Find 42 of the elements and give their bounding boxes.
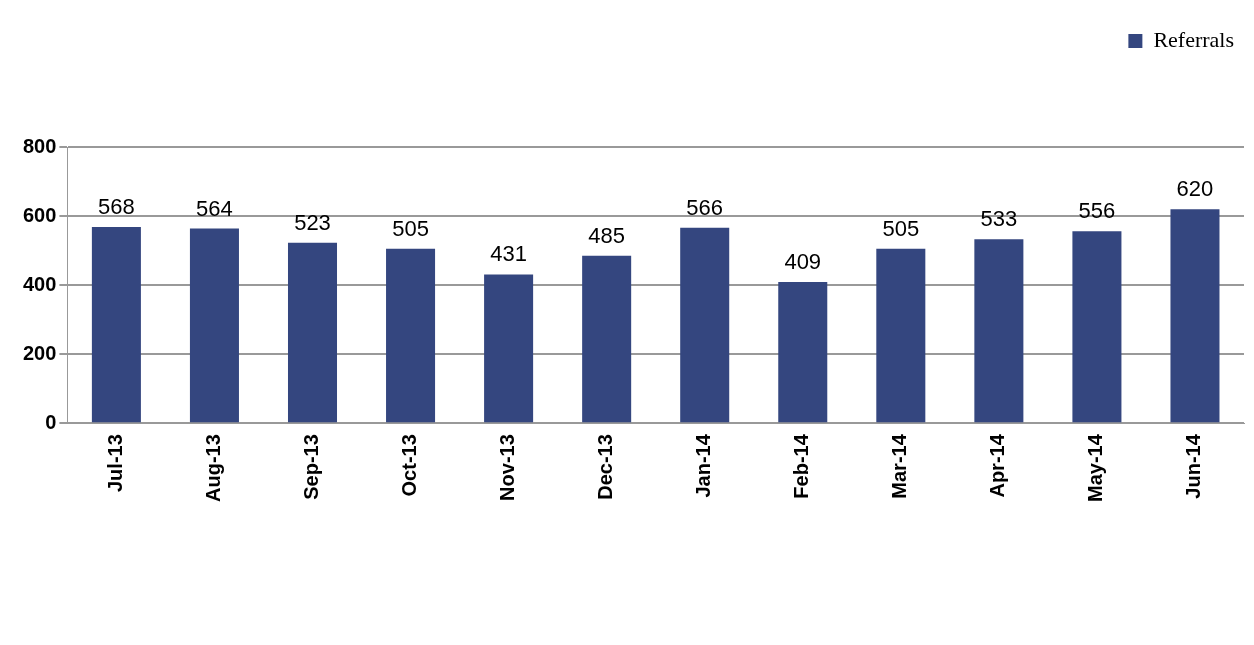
bar [1170,209,1220,423]
y-tick-label: 800 [22,134,57,157]
bar [287,242,338,423]
bar [680,227,730,423]
y-tick-label: 400 [22,272,57,295]
data-label: 556 [1078,198,1116,224]
data-label: 568 [98,194,135,220]
legend-label: Referrals [1153,26,1234,52]
data-label: 566 [686,194,724,220]
bar [582,255,632,423]
y-tick-label: 0 [45,410,57,433]
bar [386,248,436,423]
x-tick-label: Nov-13 [496,434,519,501]
y-tick-label: 600 [22,203,57,226]
x-tick-label: Jul-13 [103,434,126,492]
x-tick-label: Dec-13 [594,434,617,500]
data-label: 523 [294,209,331,235]
x-tick-label: Mar-14 [888,433,911,499]
bar [778,281,828,423]
data-label: 533 [980,206,1018,232]
data-label: 409 [784,249,822,275]
bar [189,228,239,423]
x-tick-label: Aug-13 [201,434,224,502]
x-tick-label: Feb-14 [790,433,813,499]
data-label: 431 [490,241,527,267]
bar [1072,231,1122,423]
data-label: 485 [588,222,626,248]
bar [484,274,534,423]
x-tick-label: Apr-14 [986,433,1009,498]
data-label: 505 [882,215,920,241]
data-label: 505 [392,215,429,241]
bar [974,239,1024,423]
y-tick-label: 200 [22,341,57,364]
x-tick-label: Jun-14 [1182,433,1205,499]
data-label: 564 [196,195,233,221]
bar [91,227,141,423]
x-tick-label: Oct-13 [398,434,421,497]
x-tick-label: Sep-13 [300,434,323,500]
x-tick-label: May-14 [1084,433,1107,502]
x-tick-label: Jan-14 [692,433,715,498]
data-label: 620 [1176,176,1214,202]
bar [876,248,926,423]
